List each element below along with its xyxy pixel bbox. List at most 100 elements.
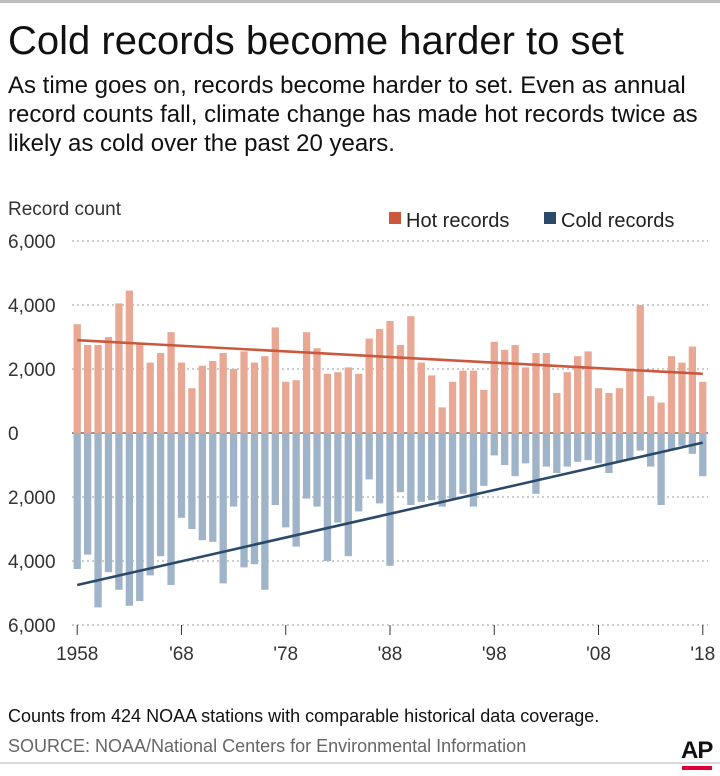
y-tick-label: 6,000: [8, 616, 56, 637]
cold-record-bar: [292, 433, 300, 547]
cold-record-bar: [438, 433, 446, 507]
x-tick-label: '88: [378, 644, 403, 665]
cold-record-bar: [647, 433, 655, 467]
hot-record-bar: [271, 327, 279, 433]
legend-cold-swatch: [544, 212, 556, 224]
hot-record-bar: [198, 365, 206, 433]
bottom-rule: [0, 762, 720, 764]
hot-record-bar: [448, 381, 457, 433]
hot-record-bar: [282, 381, 290, 433]
y-axis-title: Record count: [8, 199, 122, 220]
hot-record-bar: [511, 345, 519, 433]
hot-record-bar: [469, 370, 478, 433]
cold-record-bar: [282, 433, 290, 528]
cold-record-bar: [532, 433, 540, 494]
y-tick-label: 4,000: [8, 296, 56, 317]
record-count-chart: 6,0004,0002,00002,0004,0006,0001958'68'7…: [8, 199, 715, 665]
cold-record-bar: [209, 433, 217, 542]
x-tick-label: '98: [482, 644, 507, 665]
cold-record-bar: [553, 433, 561, 473]
hot-record-bar: [417, 362, 425, 433]
hot-record-bar: [229, 369, 238, 433]
y-tick-label: 4,000: [8, 552, 56, 573]
hot-record-bar: [355, 373, 363, 433]
cold-record-bar: [396, 433, 405, 493]
hot-record-bar: [396, 345, 405, 433]
cold-record-bar: [448, 433, 457, 499]
y-tick-label: 0: [8, 424, 19, 445]
hot-record-bar: [302, 332, 311, 433]
cold-record-bar: [407, 433, 415, 505]
hot-record-bar: [647, 396, 655, 433]
cold-record-bar: [167, 433, 175, 585]
cold-record-bar: [490, 433, 498, 456]
cold-record-bar: [417, 433, 425, 502]
cold-record-bar: [459, 433, 467, 494]
cold-record-bar: [344, 433, 352, 557]
hot-record-bar: [136, 343, 144, 433]
hot-record-bar: [240, 351, 248, 433]
cold-record-bar: [73, 433, 81, 569]
legend-cold-label: Cold records: [561, 210, 674, 232]
hot-record-bar: [365, 338, 373, 433]
chart-title: Cold records become harder to set: [8, 19, 624, 63]
cold-record-bar: [313, 433, 321, 507]
hot-record-bar: [188, 388, 196, 433]
hot-record-bar: [334, 372, 342, 433]
cold-record-bar: [94, 433, 102, 608]
hot-record-bar: [323, 373, 332, 433]
hot-record-bar: [219, 353, 227, 433]
hot-record-bar: [146, 362, 154, 433]
hot-record-bar: [605, 393, 613, 433]
hot-record-bar: [626, 369, 634, 433]
hot-record-bar: [177, 362, 186, 433]
x-tick-label: '18: [690, 644, 715, 665]
hot-trend-line: [77, 338, 703, 376]
y-tick-label: 2,000: [8, 360, 56, 381]
cold-record-bar: [334, 433, 342, 523]
cold-record-bar: [261, 433, 269, 590]
hot-record-bar: [209, 361, 217, 433]
trend-layer: [76, 338, 704, 587]
cold-record-bar: [667, 433, 676, 449]
cold-record-bar: [177, 433, 186, 518]
cold-record-bar: [511, 433, 519, 477]
hot-record-bar: [407, 316, 415, 433]
cold-record-bar: [188, 433, 196, 529]
cold-record-bar: [365, 433, 373, 480]
cold-record-bar: [240, 433, 248, 568]
y-tick-label: 2,000: [8, 488, 56, 509]
hot-record-bar: [313, 348, 321, 433]
hot-record-bar: [667, 356, 676, 433]
hot-record-bar: [615, 388, 624, 433]
hot-record-bar: [563, 372, 571, 433]
hot-record-bar: [594, 388, 603, 433]
y-tick-label: 6,000: [8, 232, 56, 253]
hot-record-bar: [521, 367, 530, 433]
cold-record-bar: [563, 433, 571, 467]
hot-record-bar: [584, 351, 592, 433]
cold-record-bar: [271, 433, 279, 505]
hot-record-bar: [115, 303, 123, 433]
cold-trend-line: [76, 441, 704, 587]
hot-record-bar: [375, 329, 384, 433]
axis-layer: 6,0004,0002,00002,0004,0006,0001958'68'7…: [8, 232, 715, 665]
cold-record-bar: [386, 433, 394, 566]
cold-record-bar: [636, 433, 644, 451]
hot-record-bar: [480, 389, 488, 433]
cold-record-bar: [156, 433, 165, 557]
hot-record-bar: [553, 393, 561, 433]
cold-record-bar: [219, 433, 227, 584]
hot-record-bar: [501, 349, 509, 433]
cold-record-bar: [250, 433, 259, 565]
hot-record-bar: [104, 337, 113, 433]
hot-record-bar: [428, 375, 436, 433]
cold-record-bar: [480, 433, 488, 486]
hot-record-bar: [459, 370, 467, 433]
cold-record-bar: [125, 433, 133, 606]
cold-record-bar: [657, 433, 665, 505]
hot-record-bar: [83, 345, 92, 433]
hot-record-bar: [574, 356, 582, 433]
cold-record-bar: [469, 433, 478, 507]
cold-record-bar: [574, 433, 582, 462]
